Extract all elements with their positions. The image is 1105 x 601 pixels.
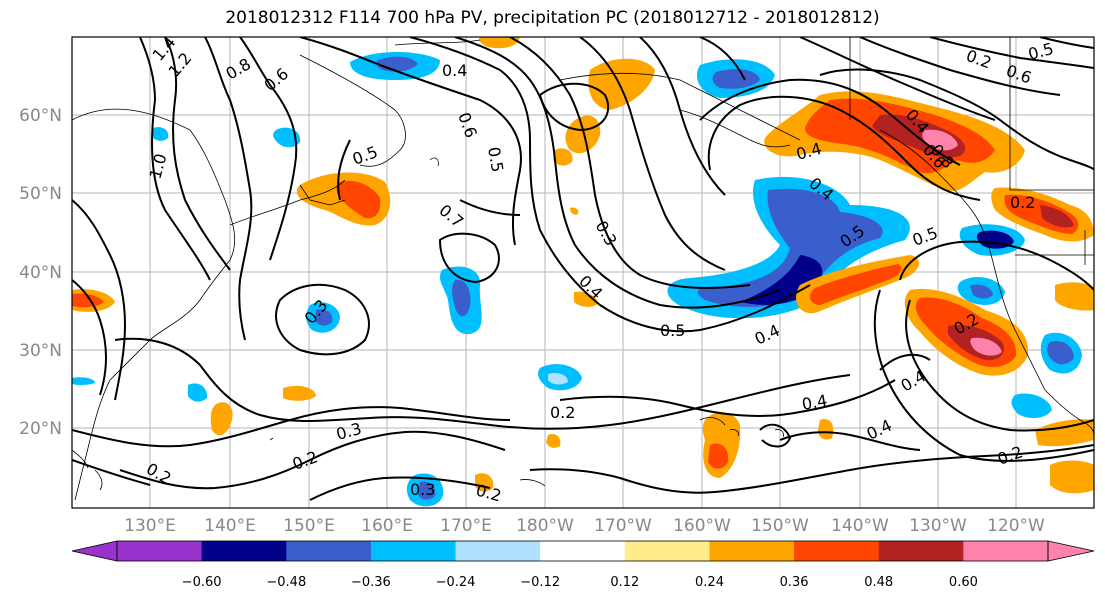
negative-pc-shading — [72, 52, 1082, 507]
colorbar-arrow-right — [1047, 540, 1095, 562]
contour-label: 0.4 — [800, 391, 828, 414]
colorbar-tick-label: −0.60 — [182, 575, 222, 590]
colorbar-border — [116, 540, 1049, 562]
colorbar-tick-label: −0.12 — [520, 575, 560, 590]
colorbar-segment — [963, 541, 1049, 561]
lat-label: 20°N — [19, 419, 62, 439]
lon-label: 140°E — [204, 516, 256, 536]
lon-label: 160°E — [361, 516, 413, 536]
colorbar-tick-label: 0.12 — [610, 575, 639, 590]
colorbar-arrow-left — [71, 540, 118, 562]
colorbar-tick-label: −0.48 — [266, 575, 306, 590]
lon-label: 150°W — [751, 516, 809, 536]
colorbar-segment — [794, 541, 880, 561]
colorbar-ticks: −0.60 −0.48 −0.36 −0.24 −0.12 0.12 0.24 … — [182, 575, 978, 590]
colorbar-segment — [201, 541, 287, 561]
colorbar-segment — [709, 541, 795, 561]
colorbar-segment — [624, 541, 710, 561]
lat-label: 40°N — [19, 263, 62, 283]
contour-label: 0.5 — [484, 145, 507, 173]
lon-label: 130°E — [124, 516, 176, 536]
colorbar-tick-label: −0.24 — [436, 575, 476, 590]
pv-contours — [72, 37, 1094, 501]
lon-label: 170°W — [594, 516, 652, 536]
map-frame — [71, 36, 1095, 509]
colorbar-tick-label: −0.36 — [351, 575, 391, 590]
colorbar-tick-label: 0.60 — [949, 575, 978, 590]
lat-label: 60°N — [19, 106, 62, 126]
contour-label: 0.2 — [1010, 193, 1035, 212]
lat-label: 30°N — [19, 341, 62, 361]
contour-label: 0.4 — [442, 61, 467, 80]
longitude-labels: 130°E 140°E 150°E 160°E 170°E 180°W 170°… — [124, 516, 1045, 536]
pv-contour-loops — [438, 82, 610, 284]
lon-label: 120°W — [987, 516, 1045, 536]
colorbar-segment — [117, 541, 203, 561]
colorbar-segment — [286, 541, 372, 561]
colorbar-tick-label: 0.36 — [780, 575, 809, 590]
lon-label: 130°W — [909, 516, 967, 536]
colorbar-segment — [878, 541, 964, 561]
contour-label: 0.2 — [550, 403, 575, 422]
colorbar-segment — [455, 541, 541, 561]
map-title: 2018012312 F114 700 hPa PV, precipitatio… — [225, 8, 880, 28]
colorbar-tick-label: 0.48 — [864, 575, 893, 590]
lon-label: 150°E — [283, 516, 335, 536]
colorbar-segment — [370, 541, 456, 561]
lon-label: 170°E — [440, 516, 492, 536]
latitude-labels: 60°N 50°N 40°N 30°N 20°N — [19, 106, 62, 439]
lon-label: 160°W — [673, 516, 731, 536]
colorbar — [71, 540, 1095, 562]
lon-label: 140°W — [831, 516, 889, 536]
lon-label: 180°W — [516, 516, 574, 536]
coastlines — [72, 37, 1094, 501]
colorbar-tick-label: 0.24 — [695, 575, 724, 590]
contour-label: 0.5 — [660, 321, 685, 340]
lat-label: 50°N — [19, 184, 62, 204]
colorbar-segment — [540, 541, 626, 561]
contour-label: 0.3 — [410, 480, 435, 499]
